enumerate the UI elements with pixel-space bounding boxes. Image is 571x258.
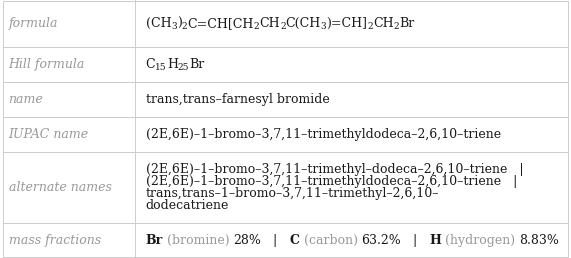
Text: trans,trans–farnesyl bromide: trans,trans–farnesyl bromide: [146, 93, 329, 106]
Text: Br: Br: [399, 17, 415, 30]
Text: CH: CH: [373, 17, 394, 30]
Text: (2E,6E)–1–bromo–3,7,11–trimethyldodeca–2,6,10–triene   |: (2E,6E)–1–bromo–3,7,11–trimethyldodeca–2…: [146, 175, 517, 188]
Text: H: H: [167, 58, 178, 71]
Text: C: C: [146, 58, 155, 71]
Text: 3: 3: [171, 22, 177, 31]
Text: dodecatriene: dodecatriene: [146, 199, 229, 212]
Text: name: name: [9, 93, 43, 106]
Text: CH: CH: [259, 17, 280, 30]
Text: trans,trans–1–bromo–3,7,11–trimethyl–2,6,10–: trans,trans–1–bromo–3,7,11–trimethyl–2,6…: [146, 187, 439, 200]
Text: |: |: [262, 234, 289, 247]
Text: 63.2%: 63.2%: [361, 234, 401, 247]
Text: 15: 15: [155, 63, 167, 72]
Text: mass fractions: mass fractions: [9, 234, 100, 247]
Text: C(CH: C(CH: [286, 17, 321, 30]
Text: )=CH]: )=CH]: [327, 17, 368, 30]
Text: alternate names: alternate names: [9, 181, 111, 194]
Text: (bromine): (bromine): [163, 234, 234, 247]
Text: Br: Br: [190, 58, 204, 71]
Text: (2E,6E)–1–bromo–3,7,11–trimethyl–dodeca–2,6,10–triene   |: (2E,6E)–1–bromo–3,7,11–trimethyl–dodeca–…: [146, 163, 523, 176]
Text: 2: 2: [182, 22, 187, 31]
Text: Br: Br: [146, 234, 163, 247]
Text: 3: 3: [321, 22, 327, 31]
Text: H: H: [429, 234, 441, 247]
Text: (carbon): (carbon): [300, 234, 361, 247]
Text: 2: 2: [280, 22, 286, 31]
Text: 2: 2: [368, 22, 373, 31]
Text: (hydrogen): (hydrogen): [441, 234, 520, 247]
Text: ): ): [177, 17, 182, 30]
Text: (CH: (CH: [146, 17, 171, 30]
Text: (2E,6E)–1–bromo–3,7,11–trimethyldodeca–2,6,10–triene: (2E,6E)–1–bromo–3,7,11–trimethyldodeca–2…: [146, 128, 501, 141]
Text: Hill formula: Hill formula: [9, 58, 85, 71]
Text: 25: 25: [178, 63, 190, 72]
Text: 8.83%: 8.83%: [520, 234, 560, 247]
Text: 2: 2: [254, 22, 259, 31]
Text: IUPAC name: IUPAC name: [9, 128, 89, 141]
Text: C=CH[CH: C=CH[CH: [187, 17, 254, 30]
Text: |: |: [401, 234, 429, 247]
Text: C: C: [289, 234, 300, 247]
Text: 2: 2: [394, 22, 399, 31]
Text: formula: formula: [9, 17, 58, 30]
Text: 28%: 28%: [234, 234, 262, 247]
